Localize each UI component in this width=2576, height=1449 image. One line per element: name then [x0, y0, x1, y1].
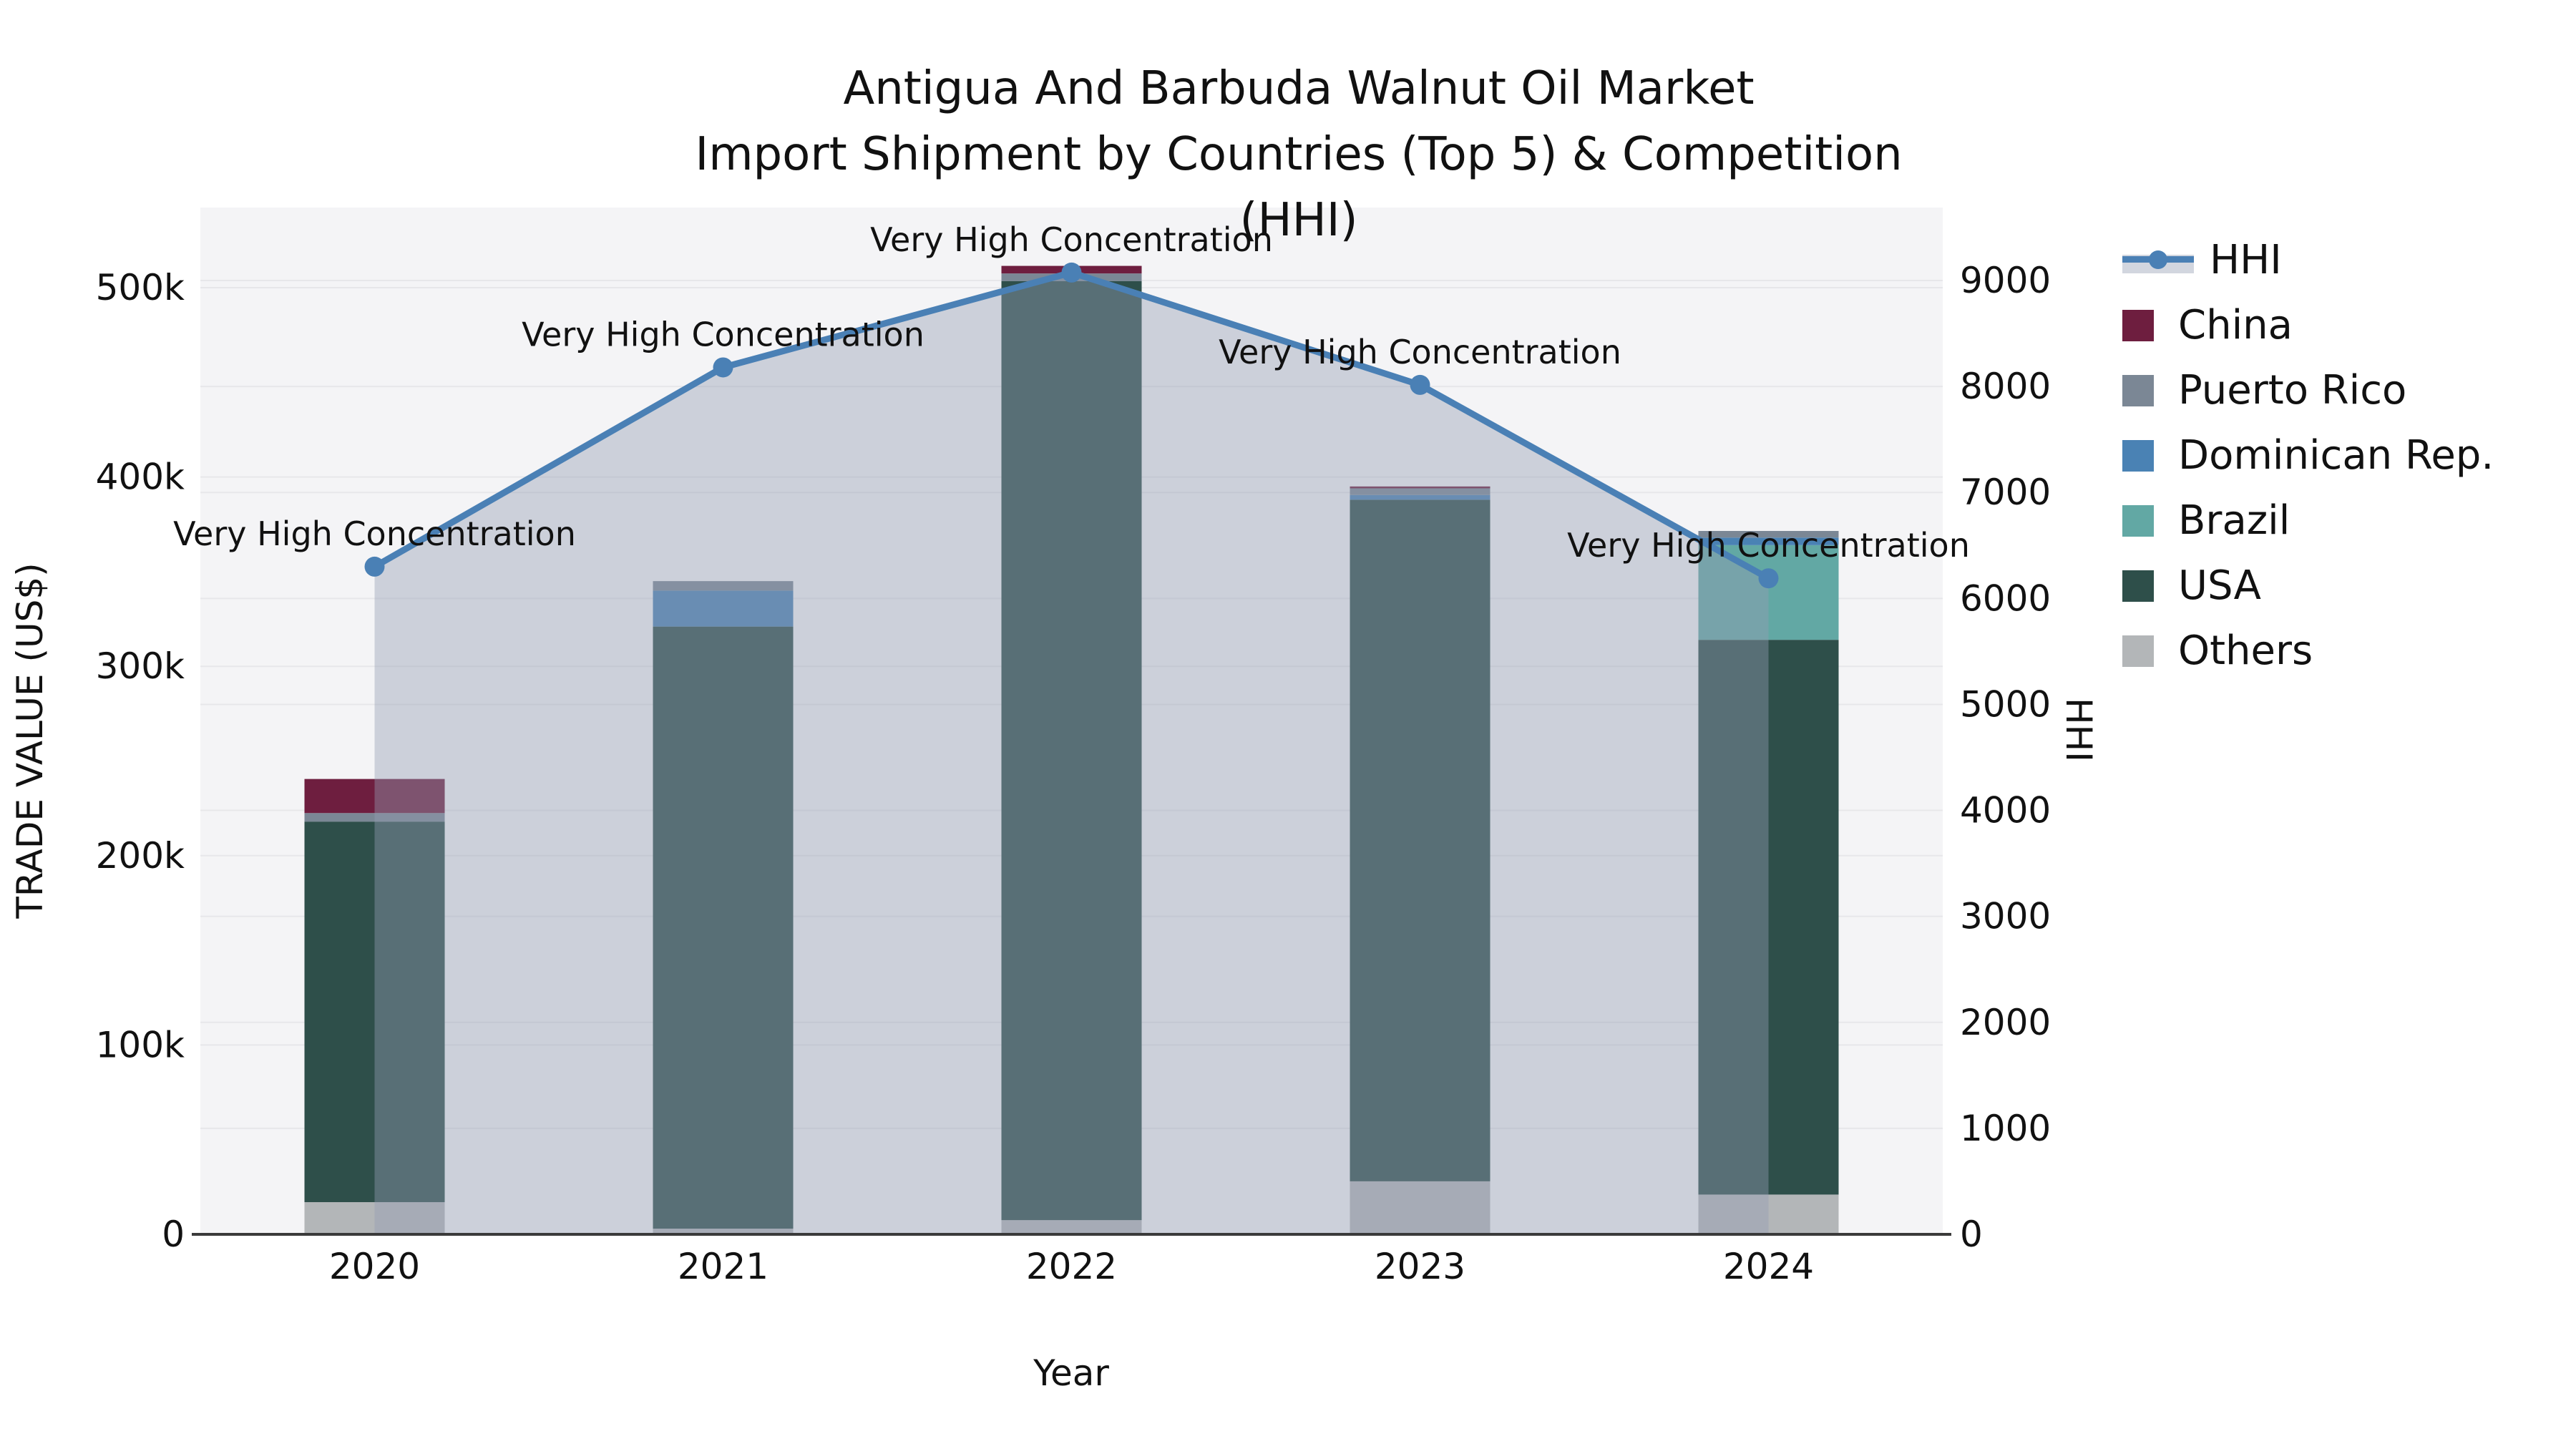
bar-segment-china-2020 [304, 779, 445, 814]
x-tick-2023: 2023 [1375, 1246, 1465, 1287]
legend-item-china: China [2122, 293, 2494, 358]
bar-segment-usa-2021 [653, 626, 794, 1229]
legend-item-puerto-rico: Puerto Rico [2122, 358, 2494, 423]
bar-segment-others-2022 [1001, 1220, 1142, 1234]
bar-segment-dominican-rep--2021 [653, 590, 794, 627]
bar-segment-usa-2024 [1698, 640, 1839, 1195]
legend-item-brazil: Brazil [2122, 488, 2494, 553]
annotation-2020: Very High Concentration [173, 514, 576, 553]
bar-segment-others-2021 [653, 1229, 794, 1234]
bar-segment-usa-2023 [1350, 499, 1491, 1181]
legend-item-hhi: HHI [2122, 228, 2494, 293]
legend-label-usa: USA [2178, 562, 2261, 609]
x-tick-2020: 2020 [329, 1246, 420, 1287]
y-right-tick-6000: 6000 [1960, 577, 2051, 619]
y-right-tick-7000: 7000 [1960, 472, 2051, 513]
legend-hhi-line-icon-part [2149, 250, 2167, 269]
hhi-marker-2023 [1410, 374, 1430, 395]
legend: HHI China Puerto Rico Dominican Rep. Brazil U… [2122, 228, 2494, 683]
legend-swatch-puerto-rico [2122, 374, 2154, 406]
legend-label-hhi: HHI [2210, 237, 2282, 283]
legend-label-others: Others [2178, 628, 2313, 674]
legend-label-puerto-rico: Puerto Rico [2178, 367, 2407, 414]
legend-label-dominican-rep: Dominican Rep. [2178, 432, 2494, 479]
legend-hhi-line-icon [2122, 245, 2194, 276]
annotation-2024: Very High Concentration [1567, 526, 1970, 565]
y-right-tick-3000: 3000 [1960, 896, 2051, 937]
y-left-tick-400k: 400k [96, 457, 185, 498]
y-right-tick-4000: 4000 [1960, 790, 2051, 831]
y-right-tick-0: 0 [1960, 1214, 1983, 1255]
legend-swatch-others [2122, 635, 2154, 667]
bar-segment-china-2023 [1350, 486, 1491, 489]
annotation-2021: Very High Concentration [522, 315, 924, 353]
bar-segment-others-2024 [1698, 1194, 1839, 1234]
chart-title-line2: Import Shipment by Countries (Top 5) & C… [695, 128, 1903, 247]
annotation-2023: Very High Concentration [1219, 333, 1621, 371]
x-tick-2022: 2022 [1026, 1246, 1117, 1287]
legend-label-brazil: Brazil [2178, 497, 2290, 544]
bar-segment-dominican-rep--2024 [1698, 537, 1839, 545]
bar-segment-puerto-rico-2024 [1698, 531, 1839, 538]
y-left-tick-300k: 300k [96, 645, 185, 687]
y-right-tick-9000: 9000 [1960, 260, 2051, 301]
legend-swatch-usa [2122, 570, 2154, 602]
y-right-tick-5000: 5000 [1960, 683, 2051, 725]
x-tick-2021: 2021 [678, 1246, 769, 1287]
x-tick-2024: 2024 [1723, 1246, 1814, 1287]
legend-swatch-brazil [2122, 504, 2154, 537]
bar-segment-usa-2020 [304, 821, 445, 1203]
y-left-tick-0: 0 [162, 1214, 185, 1255]
legend-item-usa: USA [2122, 553, 2494, 618]
chart-title-line1: Antigua And Barbuda Walnut Oil Market [843, 62, 1755, 115]
bar-segment-brazil-2024 [1698, 545, 1839, 640]
y-right-tick-2000: 2000 [1960, 1002, 2051, 1043]
hhi-marker-2024 [1758, 568, 1779, 589]
hhi-marker-2021 [713, 357, 733, 378]
legend-swatch-dominican-rep [2122, 439, 2154, 472]
legend-item-dominican-rep: Dominican Rep. [2122, 423, 2494, 488]
x-axis-title: Year [1033, 1352, 1109, 1394]
y-right-tick-8000: 8000 [1960, 366, 2051, 407]
legend-item-others: Others [2122, 618, 2494, 683]
y-axis-title-right: HHI [2058, 698, 2099, 762]
hhi-area [374, 272, 1769, 1235]
chart-title: Antigua And Barbuda Walnut Oil Market Im… [680, 56, 1918, 253]
bar-segment-puerto-rico-2023 [1350, 488, 1491, 495]
bar-segment-others-2020 [304, 1202, 445, 1234]
hhi-marker-2022 [1061, 262, 1082, 283]
y-left-tick-200k: 200k [96, 835, 185, 877]
legend-swatch-china [2122, 309, 2154, 341]
bar-segment-puerto-rico-2021 [653, 581, 794, 591]
y-left-tick-500k: 500k [96, 267, 185, 308]
bar-segment-usa-2022 [1001, 280, 1142, 1221]
bar-segment-puerto-rico-2020 [304, 813, 445, 822]
y-right-tick-1000: 1000 [1960, 1108, 2051, 1149]
y-left-tick-100k: 100k [96, 1024, 185, 1065]
bar-segment-others-2023 [1350, 1181, 1491, 1234]
legend-label-china: China [2178, 302, 2293, 348]
y-axis-title-left: TRADE VALUE (US$) [9, 562, 51, 919]
annotation-2022: Very High Concentration [870, 220, 1273, 259]
hhi-marker-2020 [364, 556, 385, 577]
bar-segment-dominican-rep--2023 [1350, 494, 1491, 500]
